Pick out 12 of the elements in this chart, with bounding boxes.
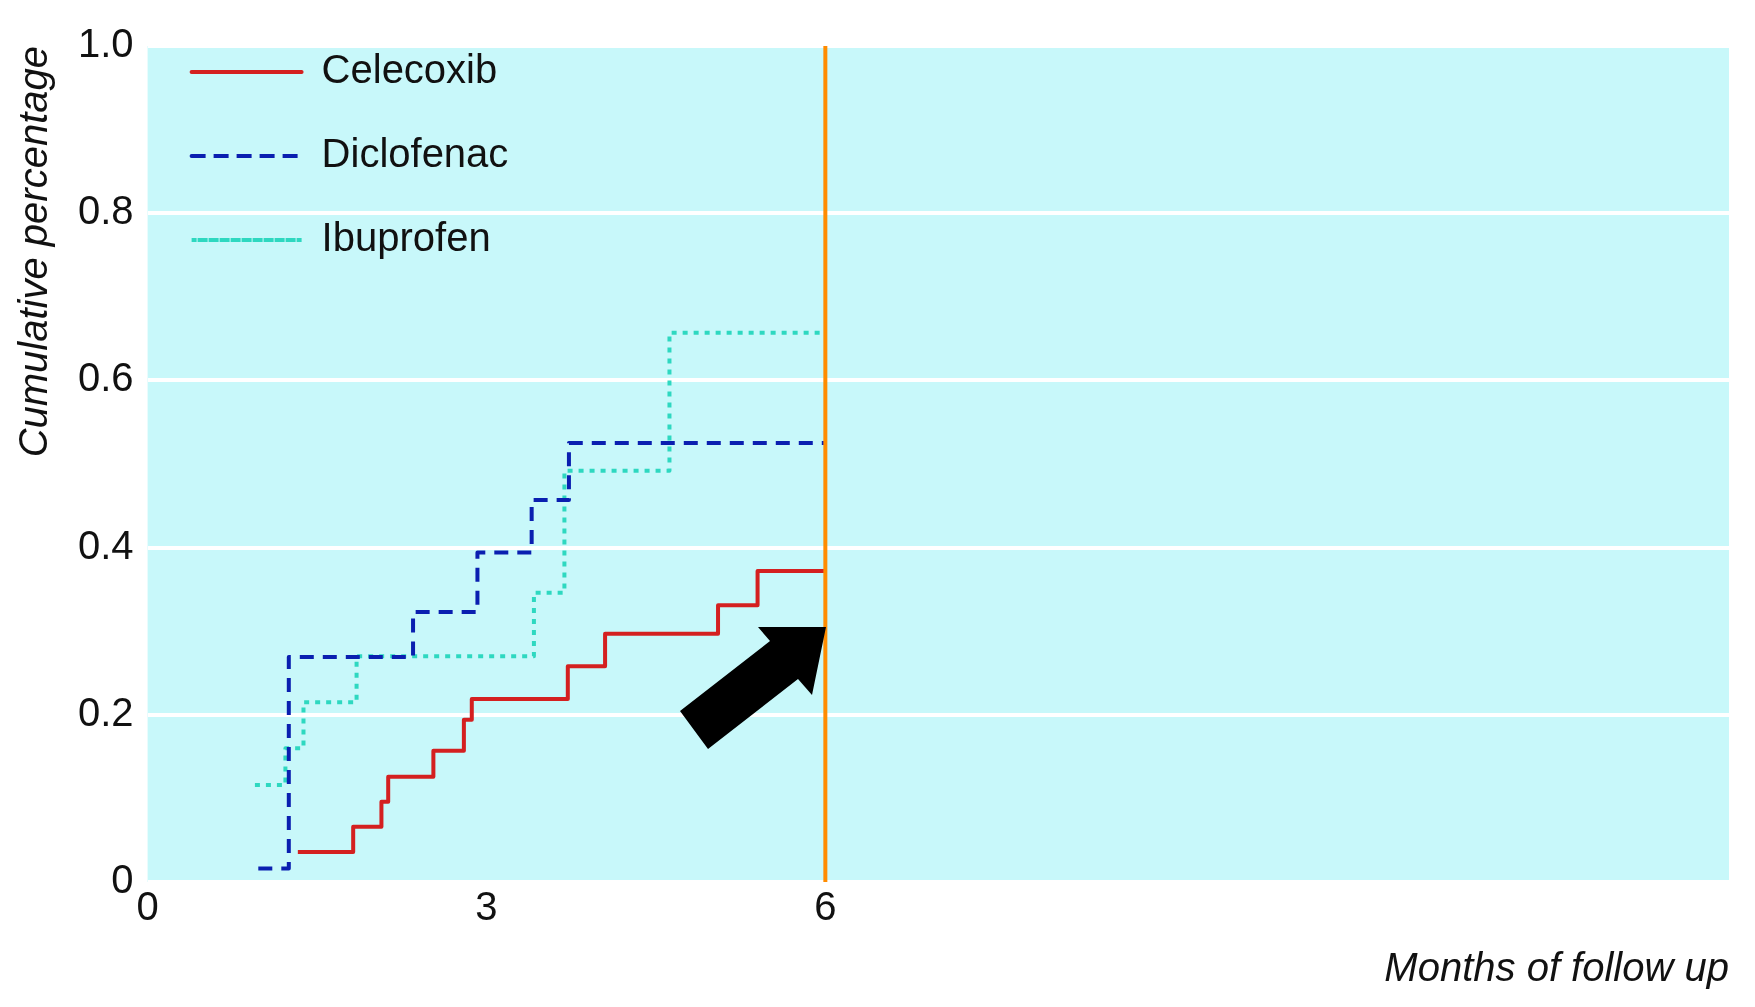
- x-tick-label: 3: [475, 884, 498, 929]
- y-tick-label: 0.4: [78, 522, 134, 567]
- y-axis-title: Cumulative percentage: [11, 46, 56, 458]
- x-tick-label: 6: [814, 884, 837, 929]
- legend-label: Ibuprofen: [321, 215, 491, 260]
- y-tick-label: 0.2: [78, 689, 134, 734]
- y-tick-label: 0.6: [78, 355, 134, 400]
- legend-label: Diclofenac: [321, 131, 509, 176]
- x-axis-title: Months of follow up: [1384, 945, 1729, 990]
- y-tick-label: 0.8: [78, 188, 134, 233]
- legend-label: Celecoxib: [321, 47, 498, 92]
- y-tick-label: 1.0: [78, 21, 134, 66]
